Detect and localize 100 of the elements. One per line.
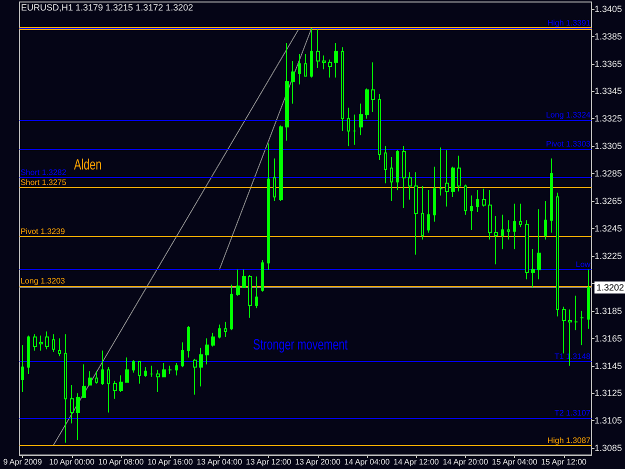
y-tick-label: 1.3325 — [594, 114, 622, 124]
candlestick — [58, 338, 61, 357]
y-tick-label: 1.3285 — [594, 168, 622, 179]
candlestick — [513, 203, 516, 250]
ref-line-label: Long 1.3203 — [20, 276, 66, 286]
candlestick — [162, 362, 166, 378]
y-tick-label: 1.3265 — [594, 196, 622, 206]
candlestick — [285, 42, 289, 142]
candlestick — [414, 172, 418, 256]
candlestick — [199, 347, 203, 387]
candlestick — [218, 324, 221, 339]
candlestick — [70, 384, 74, 424]
candlestick — [390, 156, 393, 202]
candlestick — [445, 150, 449, 208]
candlestick — [168, 365, 172, 375]
chart-title: EURUSD,H1 1.3179 1.3215 1.3172 1.3202 — [21, 2, 194, 12]
candlestick — [82, 364, 86, 398]
candlestick — [304, 54, 307, 77]
candlestick — [580, 310, 584, 346]
candlestick — [236, 269, 240, 296]
x-tick-label: 14 Apr 04:00 — [344, 458, 390, 466]
y-tick-label: 1.3185 — [594, 306, 622, 316]
candlestick — [519, 203, 522, 228]
ref-line-label: Pivot 1.3303 — [546, 139, 592, 148]
candlestick — [181, 342, 184, 368]
candlestick — [507, 220, 510, 240]
y-tick-label: 1.3365 — [594, 58, 622, 69]
candlestick — [125, 357, 129, 383]
candlestick — [587, 269, 590, 330]
x-tick-label: 9 Apr 2009 — [3, 458, 42, 466]
annotation: Alden — [74, 156, 102, 174]
candlestick — [211, 332, 215, 348]
candlestick — [279, 125, 283, 202]
x-tick-label: 13 Apr 12:00 — [246, 458, 292, 466]
candlestick — [328, 59, 332, 78]
x-tick-label: 10 Apr 16:00 — [147, 458, 194, 466]
candlestick — [267, 142, 270, 270]
candlestick — [193, 358, 197, 396]
y-tick-label: 1.3345 — [594, 86, 622, 96]
ref-line-label: Low — [576, 260, 591, 270]
candlestick — [298, 54, 301, 85]
candlestick — [27, 335, 30, 375]
x-tick-label: 15 Apr 12:00 — [541, 458, 588, 466]
candlestick — [470, 195, 473, 230]
candlestick — [255, 276, 258, 309]
y-tick-label: 1.3085 — [594, 443, 622, 454]
candlestick — [378, 93, 381, 160]
candlestick — [525, 220, 529, 280]
candlestick — [334, 42, 338, 78]
candlestick — [341, 46, 344, 132]
candlestick — [544, 200, 547, 240]
x-tick-label: 13 Apr 04:00 — [196, 458, 243, 466]
candlestick — [45, 330, 49, 350]
x-tick-label: 13 Apr 20:00 — [295, 458, 342, 466]
y-tick-label: 1.3125 — [594, 388, 622, 398]
candlestick — [119, 374, 123, 392]
candlestick — [248, 274, 252, 318]
candlestick — [261, 260, 264, 292]
candlestick — [107, 366, 110, 413]
candlestick — [88, 370, 92, 386]
ref-line-label: T2 1.3107 — [554, 408, 592, 418]
candlestick — [21, 344, 24, 392]
candlestick — [310, 28, 313, 78]
ref-line-label: 1.3202 — [596, 282, 624, 293]
candlestick — [371, 62, 375, 112]
candlestick — [187, 325, 190, 358]
candlestick — [353, 114, 356, 146]
candlestick — [230, 284, 233, 331]
ref-line-label: Long 1.3324 — [546, 110, 592, 120]
y-tick-label: 1.3145 — [594, 360, 622, 371]
candlestick — [421, 185, 424, 240]
candlestick — [501, 214, 504, 250]
ref-line-label: High 1.3087 — [547, 436, 592, 445]
candlestick — [402, 146, 406, 208]
x-tick-label: 10 Apr 00:00 — [49, 458, 95, 466]
candlestick — [242, 269, 246, 288]
candlestick — [322, 55, 326, 70]
candlestick — [347, 107, 350, 147]
candlestick — [316, 28, 320, 68]
x-tick-label: 10 Apr 08:00 — [98, 458, 144, 466]
candlestick — [224, 321, 227, 338]
candlestick — [64, 334, 67, 444]
candlestick — [95, 370, 98, 384]
candlestick — [574, 295, 578, 331]
candlestick — [488, 190, 492, 240]
candlestick — [156, 369, 160, 392]
y-tick-label: 1.3405 — [594, 4, 622, 14]
candlestick — [476, 190, 479, 213]
candlestick — [482, 188, 486, 208]
y-tick-label: 1.3245 — [594, 224, 622, 234]
y-tick-label: 1.3305 — [594, 141, 622, 152]
candlestick — [33, 334, 37, 352]
candlestick — [537, 208, 541, 280]
ref-line-label: Pivot 1.3239 — [20, 227, 66, 236]
candlestick — [396, 150, 399, 191]
candlestick — [39, 335, 43, 352]
candlestick — [113, 380, 117, 400]
candlestick — [439, 147, 443, 196]
candlestick — [408, 172, 412, 200]
candlestick — [457, 155, 461, 192]
